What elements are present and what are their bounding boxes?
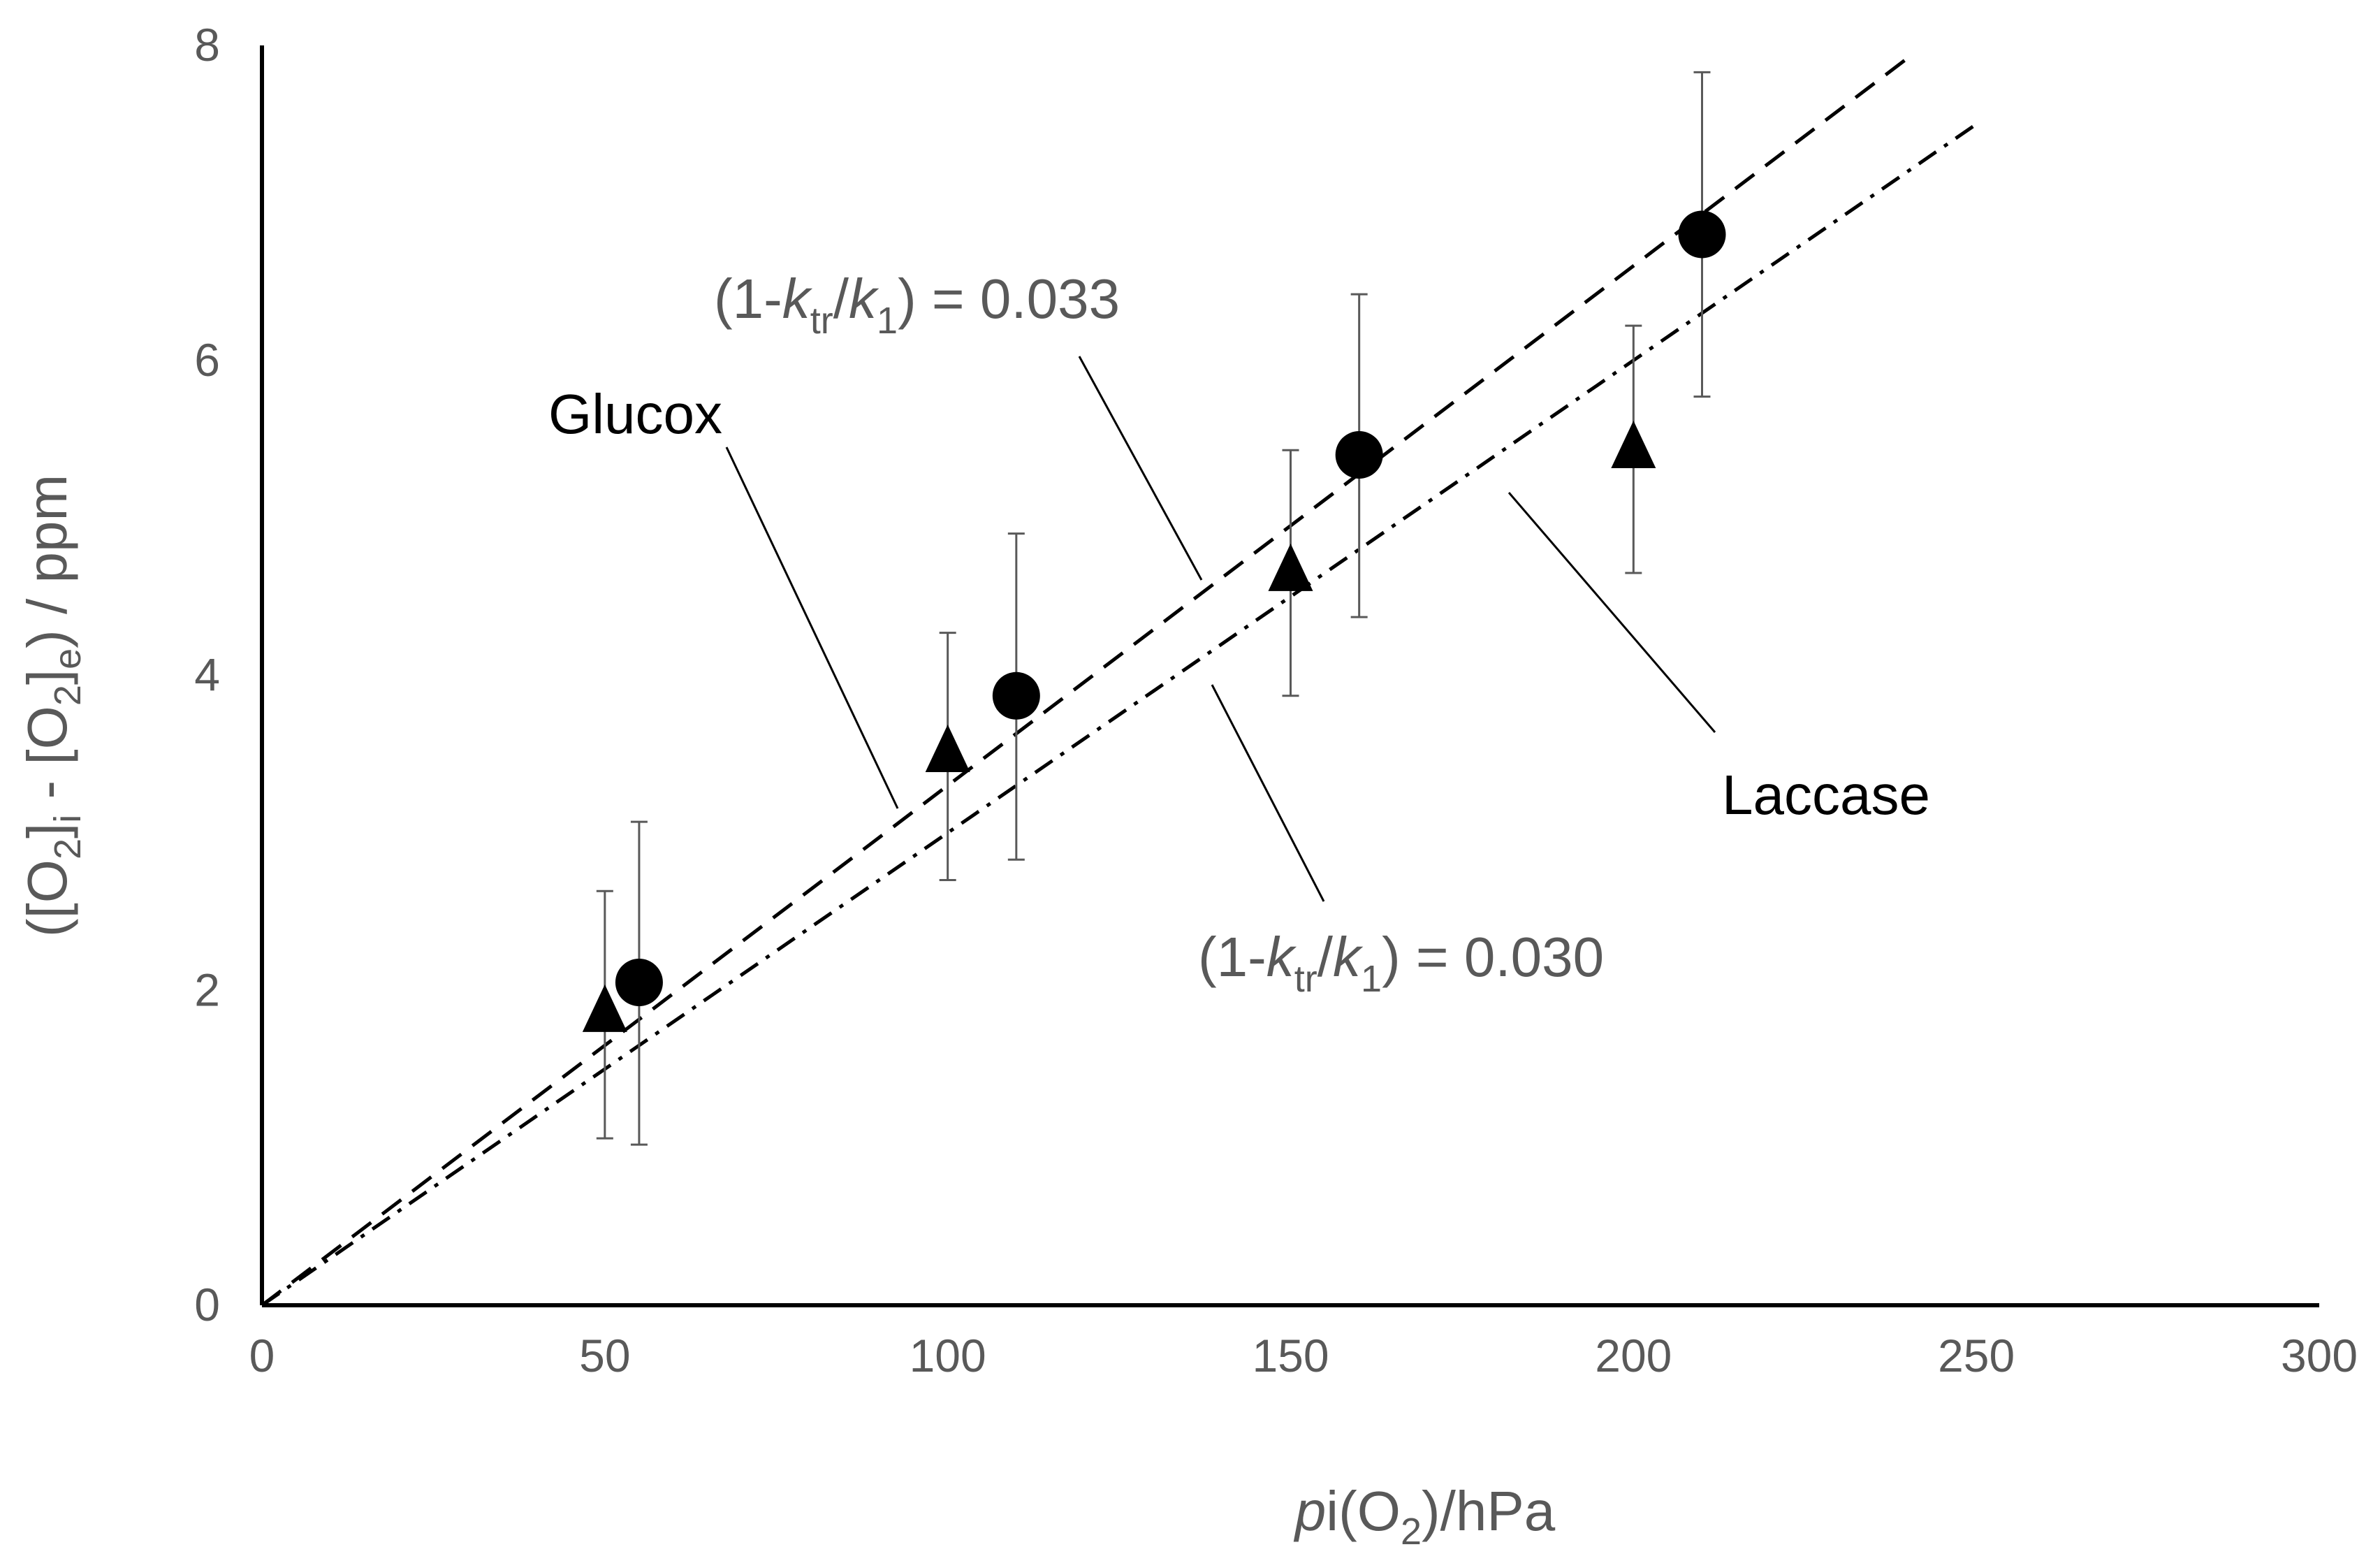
eq-glucox-value: ) = 0.033 — [898, 268, 1120, 330]
laccase-point-1 — [925, 725, 970, 773]
glucox-point-0 — [615, 958, 663, 1006]
y-title-p3: - [O — [16, 706, 78, 815]
y-axis-title: ([O2]i - [O2]e) / ppm — [16, 474, 89, 937]
eq-laccase-k1-sub: tr — [1294, 958, 1317, 1000]
data-markers — [582, 210, 1726, 1032]
x-axis-title: pi(O2)/hPa — [1294, 1480, 1556, 1553]
y-title-p5: ) / ppm — [16, 474, 78, 648]
eq-glucox-k2-sub: 1 — [877, 300, 898, 342]
glucox-point-3 — [1678, 210, 1726, 259]
x-tick-label-3: 150 — [1252, 1330, 1329, 1381]
laccase-point-0 — [582, 984, 627, 1032]
glucox-point-1 — [992, 671, 1040, 720]
laccase-leader-line — [1507, 492, 1716, 733]
x-title-suffix: )/hPa — [1422, 1480, 1556, 1542]
laccase-label: Laccase — [1722, 764, 1930, 826]
eq-laccase-open: (1- — [1198, 926, 1266, 988]
y-tick-label-0: 0 — [194, 1279, 220, 1330]
eq-laccase-k1: k — [1266, 926, 1297, 988]
eq-laccase-leader-line — [1211, 684, 1325, 902]
eq-laccase-slash: / — [1317, 926, 1334, 988]
glucox-fit-line — [261, 57, 1909, 1307]
laccase-point-3 — [1611, 421, 1656, 469]
glucox-point-2 — [1335, 430, 1383, 479]
laccase-fit-line — [261, 122, 1978, 1307]
x-tick-labels: 0 50 100 150 200 250 300 — [249, 1330, 2358, 1381]
x-tick-label-5: 250 — [1938, 1330, 2015, 1381]
y-tick-label-1: 2 — [194, 964, 220, 1015]
x-tick-label-0: 0 — [249, 1330, 275, 1381]
eq-laccase-k2: k — [1333, 926, 1364, 988]
x-tick-label-4: 200 — [1595, 1330, 1672, 1381]
y-tick-label-3: 6 — [194, 334, 220, 386]
y-title-p1: ([O — [16, 859, 78, 937]
y-title-s1: 2 — [47, 838, 89, 859]
y-title-s4: e — [47, 648, 89, 669]
x-title-sub: 2 — [1401, 1511, 1422, 1553]
x-tick-label-1: 50 — [579, 1330, 630, 1381]
y-title-p2: ] — [16, 823, 78, 838]
eq-glucox-open: (1- — [714, 268, 782, 330]
y-title-p4: ] — [16, 669, 78, 685]
eq-glucox-k2: k — [849, 268, 879, 330]
y-tick-label-2: 4 — [194, 649, 220, 701]
y-title-s2: i — [47, 815, 89, 823]
eq-glucox-slash: / — [833, 268, 849, 330]
eq-laccase-k2-sub: 1 — [1361, 958, 1382, 1000]
eq-glucox-k1-sub: tr — [810, 300, 833, 342]
y-tick-labels: 0 2 4 6 8 — [194, 19, 220, 1330]
x-tick-label-2: 100 — [910, 1330, 986, 1381]
y-tick-label-4: 8 — [194, 19, 220, 71]
y-title-s3: 2 — [47, 685, 89, 706]
x-title-mid: i(O — [1326, 1480, 1401, 1542]
laccase-point-2 — [1268, 543, 1313, 591]
eq-glucox-k1: k — [782, 268, 813, 330]
glucox-leader-line — [725, 446, 899, 809]
eq-glucox-label: (1-ktr/k1) = 0.033 — [714, 268, 1120, 342]
eq-laccase-label: (1-ktr/k1) = 0.030 — [1198, 926, 1604, 1000]
glucox-label: Glucox — [548, 383, 722, 445]
x-tick-label-6: 300 — [2281, 1330, 2358, 1381]
x-title-prefix: p — [1294, 1480, 1327, 1542]
eq-glucox-leader-line — [1078, 356, 1203, 581]
eq-laccase-value: ) = 0.030 — [1382, 926, 1604, 988]
